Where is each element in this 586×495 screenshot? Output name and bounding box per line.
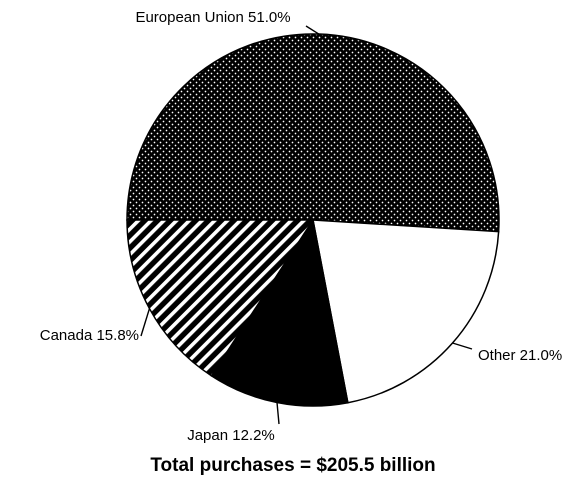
leader-line-2 — [276, 402, 280, 425]
leader-line-0 — [305, 25, 320, 35]
pie-slice-0 — [126, 33, 500, 233]
slice-label-2: Japan 12.2% — [187, 427, 275, 444]
leader-line-1 — [452, 342, 473, 350]
pie-slice-2 — [210, 218, 349, 407]
chart-caption: Total purchases = $205.5 billion — [150, 455, 436, 476]
pie-labels: European Union 51.0% Other 21.0% Japan 12.… — [40, 9, 562, 444]
slice-label-3: Canada 15.8% — [40, 327, 139, 344]
pie-leader-lines — [140, 25, 473, 425]
slice-label-0: European Union 51.0% — [135, 9, 290, 26]
pie-slices — [126, 33, 500, 407]
leader-line-3 — [140, 308, 151, 337]
slice-label-1: Other 21.0% — [478, 347, 562, 364]
pie-slice-3 — [126, 219, 315, 377]
